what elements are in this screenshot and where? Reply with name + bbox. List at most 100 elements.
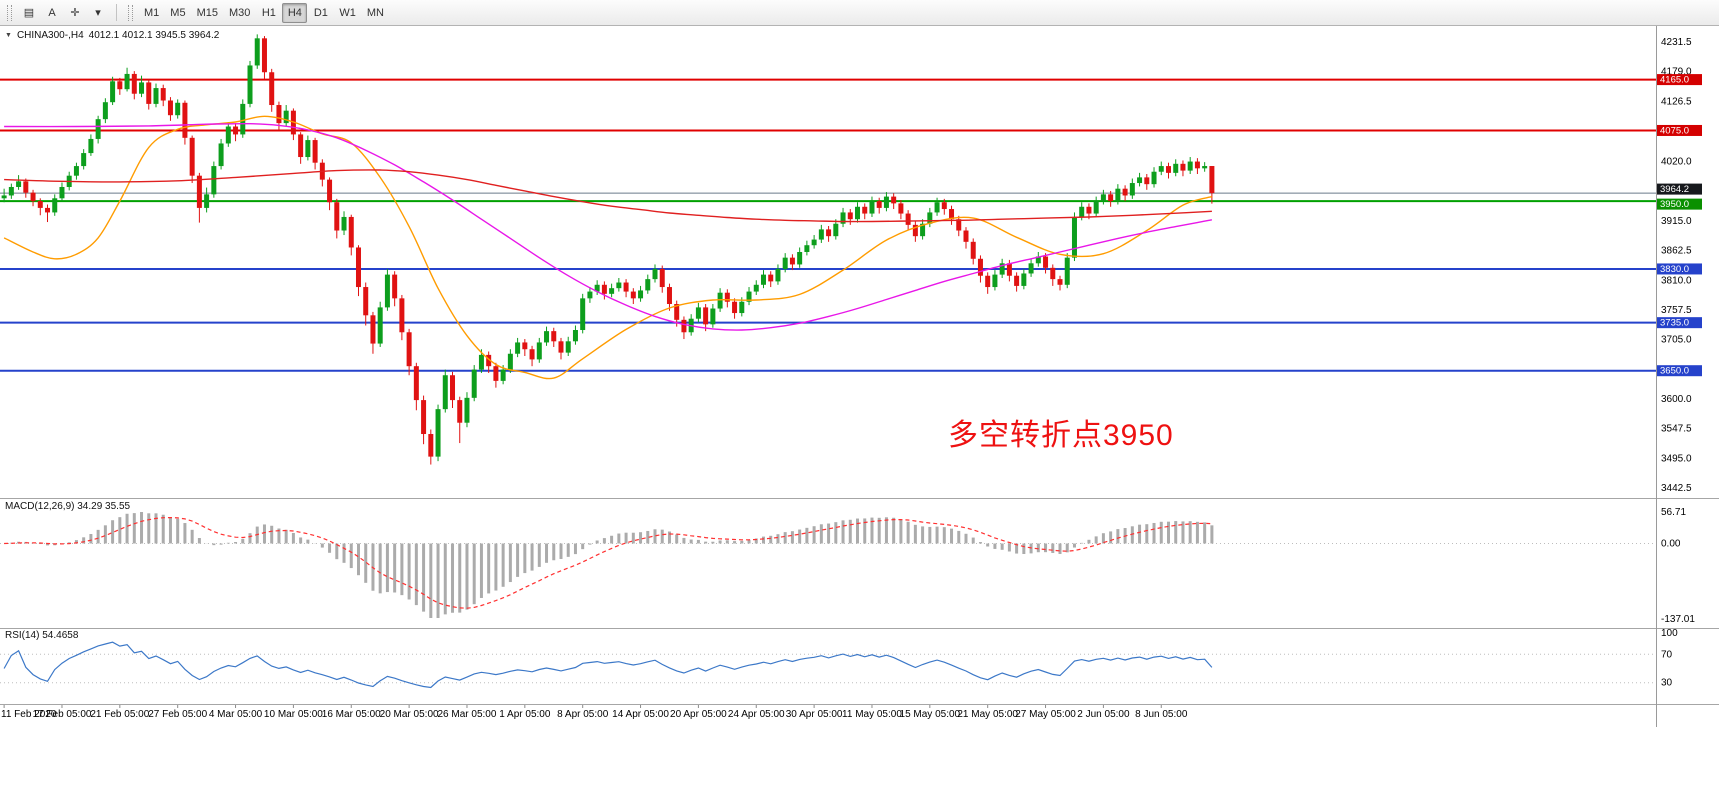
chart-symbol-period: CHINA300-,H4	[16, 30, 84, 41]
macd-signal-line	[4, 516, 1212, 609]
candle-body	[298, 134, 304, 158]
candle-body	[1100, 194, 1106, 202]
price-level-badge	[1657, 365, 1702, 377]
candle-body	[760, 274, 766, 285]
chart-title: ▼ CHINA300-,H4 4012.1 4012.1 3945.5 3964…	[5, 30, 219, 41]
candle-body	[1050, 267, 1056, 280]
candle-body	[406, 332, 412, 367]
candle-body	[1122, 188, 1128, 196]
candle-body	[572, 330, 578, 342]
candle-body	[1108, 194, 1114, 202]
candle-body	[370, 315, 376, 344]
candle-body	[963, 230, 969, 242]
candle-body	[1187, 161, 1193, 171]
time-axis-label: 8 Apr 05:00	[557, 709, 609, 720]
candle-body	[811, 239, 817, 246]
toolbar-grip-2[interactable]	[128, 4, 133, 21]
candle-body	[37, 201, 43, 208]
candle-body	[630, 291, 636, 299]
time-axis-label: 11 Feb 2020	[1, 709, 57, 720]
candle-body	[23, 181, 29, 193]
candle-body	[486, 354, 492, 367]
candle-body	[782, 257, 788, 269]
price-tick-label: 4020.0	[1661, 157, 1692, 168]
candle-body	[1057, 279, 1063, 285]
candle-body	[999, 263, 1005, 275]
ma-slow-magenta	[4, 122, 1213, 331]
candle-body	[956, 219, 962, 231]
candle-body	[666, 287, 672, 305]
timeframe-h1-button[interactable]: H1	[261, 6, 276, 19]
time-axis-label: 21 May 05:00	[957, 709, 1018, 720]
timeframe-m1-button[interactable]: M1	[144, 6, 160, 19]
symbol-dropdown-icon[interactable]: ▼	[5, 32, 12, 39]
candle-body	[196, 175, 202, 208]
time-axis-area[interactable]	[0, 704, 1656, 727]
chart-mode-button[interactable]: ▤	[23, 7, 35, 19]
price-tick-label: 3495.0	[1661, 453, 1692, 464]
candle-body	[601, 284, 607, 294]
timeframe-m30-button[interactable]: M30	[228, 6, 251, 19]
candle-body	[1079, 206, 1085, 217]
candle-body	[797, 251, 803, 265]
candle-body	[891, 196, 897, 204]
crosshair-tool-button[interactable]: ✛	[70, 7, 80, 19]
candle-body	[146, 82, 152, 104]
candle-body	[710, 308, 716, 325]
candle-body	[81, 153, 87, 167]
candle-body	[139, 82, 145, 94]
candle-body	[507, 353, 513, 370]
price-level-badge-label: 4165.0	[1660, 75, 1689, 86]
candle-body	[8, 186, 14, 196]
time-axis-label: 24 Apr 05:00	[728, 709, 785, 720]
candle-body	[840, 212, 846, 224]
rsi-header: RSI(14) 54.4658	[5, 630, 79, 641]
candle-body	[934, 202, 940, 213]
candle-body	[855, 206, 861, 220]
candle-body	[883, 196, 889, 208]
timeframe-w1-button[interactable]: W1	[339, 6, 356, 19]
price-tick-label: 3757.5	[1661, 305, 1692, 316]
text-label-tool-button[interactable]: A	[48, 6, 56, 19]
timeframe-mn-button[interactable]: MN	[366, 6, 384, 19]
drawing-tools-dropdown-button[interactable]: ▾	[95, 7, 101, 19]
timeframe-h4-button[interactable]: H4	[282, 2, 308, 23]
candle-body	[804, 245, 810, 252]
candle-body	[1043, 256, 1049, 268]
candle-body	[992, 274, 998, 288]
price-level-badge	[1657, 317, 1702, 329]
candle-body	[544, 331, 550, 343]
timeframe-m5-button[interactable]: M5	[170, 6, 186, 19]
candle-body	[746, 291, 752, 302]
candle-body	[269, 72, 275, 106]
candle-body	[1071, 216, 1077, 258]
candle-body	[30, 192, 36, 202]
candle-body	[73, 166, 79, 176]
price-tick-label: 3915.0	[1661, 216, 1692, 227]
candle-body	[341, 216, 347, 231]
candle-body	[912, 224, 918, 237]
candle-body	[609, 288, 615, 294]
price-level-badge-label: 3830.0	[1660, 264, 1689, 275]
rsi-line	[3, 641, 1213, 689]
macd-axis-zero-label: 0.00	[1661, 538, 1681, 549]
candle-body	[500, 369, 506, 381]
candle-body	[1093, 201, 1099, 214]
toolbar-grip[interactable]	[7, 4, 12, 21]
drawing-toolbar-group: ▤ A ✛ ▾	[18, 3, 109, 23]
toolbar-separator	[116, 4, 117, 21]
candle-body	[898, 203, 904, 214]
candle-body	[348, 216, 354, 248]
candle-body	[1158, 166, 1164, 172]
timeframe-d1-button[interactable]: D1	[313, 6, 328, 19]
price-axis-area[interactable]	[1656, 26, 1719, 727]
timeframe-m15-button[interactable]: M15	[196, 6, 218, 19]
candle-body	[45, 207, 51, 213]
candle-body	[363, 287, 369, 316]
annotation-text: 多空转折点3950	[948, 419, 1174, 452]
candle-body	[384, 274, 390, 308]
candle-body	[1194, 161, 1200, 169]
candle-body	[355, 247, 361, 288]
price-level-badge-label: 4075.0	[1660, 125, 1689, 136]
